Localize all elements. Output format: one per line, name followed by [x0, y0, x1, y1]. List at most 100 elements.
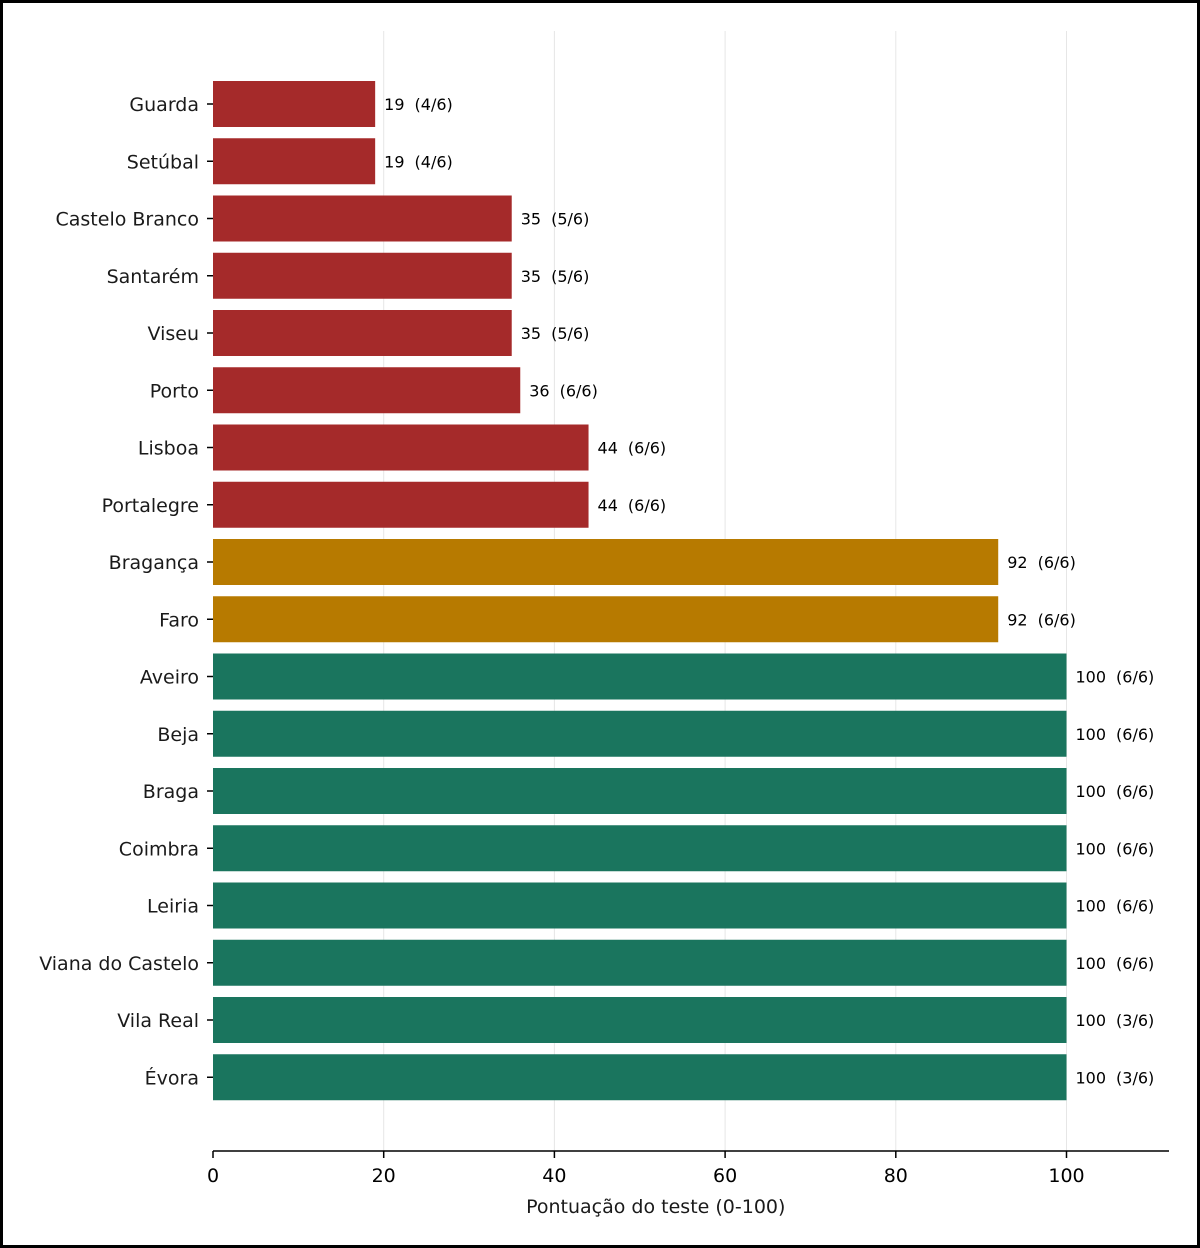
category-label: Évora: [145, 1066, 199, 1089]
data-label: 100 (3/6): [1076, 1068, 1155, 1087]
x-axis-title: Pontuação do teste (0-100): [526, 1196, 785, 1218]
x-tick-label: 20: [372, 1165, 396, 1187]
category-label: Coimbra: [119, 838, 199, 860]
data-label-annotation: (6/6): [1116, 954, 1154, 973]
bar: [213, 539, 999, 585]
category-label: Braga: [143, 781, 199, 803]
bar: [213, 481, 589, 528]
x-tick-label: 100: [1048, 1165, 1084, 1187]
x-tick-label: 40: [542, 1165, 566, 1187]
bar: [213, 882, 1067, 929]
data-label-value: 35: [521, 267, 541, 286]
data-label-value: 36: [529, 381, 549, 400]
data-label-value: 100: [1076, 782, 1107, 801]
x-tick-label: 60: [713, 1165, 737, 1187]
data-label-value: 100: [1076, 1068, 1107, 1087]
bars: [213, 81, 1067, 1101]
category-labels: Guarda Setúbal Castelo Branco Santarém Viseu…: [39, 94, 213, 1089]
data-label-annotation: (3/6): [1116, 1068, 1154, 1087]
data-label: 35 (5/6): [521, 324, 590, 343]
bar: [213, 424, 589, 471]
data-label-annotation: (6/6): [1116, 782, 1154, 801]
data-label-value: 100: [1076, 839, 1107, 858]
category-label: Portalegre: [102, 495, 199, 517]
data-label: 100 (6/6): [1076, 839, 1155, 858]
data-label-value: 19: [384, 95, 404, 114]
category-label: Bragança: [109, 552, 199, 574]
bar: [213, 252, 512, 299]
data-label: 35 (5/6): [521, 267, 590, 286]
data-label-value: 19: [384, 152, 404, 171]
category-label: Faro: [159, 609, 199, 631]
data-label-value: 100: [1076, 725, 1107, 744]
data-label-annotation: (4/6): [415, 152, 453, 171]
data-label: 44 (6/6): [598, 439, 667, 458]
data-label-value: 100: [1076, 954, 1107, 973]
category-label: Lisboa: [138, 438, 199, 460]
data-label-value: 44: [598, 496, 618, 515]
data-label: 19 (4/6): [384, 95, 453, 114]
data-label: 19 (4/6): [384, 152, 453, 171]
bar: [213, 768, 1067, 814]
bar: [213, 939, 1067, 986]
x-axis: 0 20 40 60 80 100: [207, 1150, 1169, 1187]
data-label-annotation: (6/6): [1116, 897, 1154, 916]
category-label: Viseu: [148, 323, 200, 345]
data-label: 100 (6/6): [1076, 954, 1155, 973]
data-label-annotation: (6/6): [628, 439, 666, 458]
data-label-value: 100: [1076, 1011, 1107, 1030]
category-label: Porto: [150, 380, 199, 402]
value-labels: 19 (4/6) 19 (4/6) 35 (5/6) 35 (5/6) 35 (5/6) 36 (6/…: [384, 95, 1154, 1087]
bar: [213, 997, 1067, 1043]
category-label: Viana do Castelo: [39, 953, 199, 975]
data-label: 92 (6/6): [1007, 553, 1076, 572]
category-label: Leiria: [147, 896, 199, 918]
data-label-value: 100: [1076, 897, 1107, 916]
data-label-value: 44: [598, 439, 618, 458]
bar-chart: Guarda Setúbal Castelo Branco Santarém Viseu…: [39, 31, 1169, 1218]
data-label-annotation: (6/6): [1038, 610, 1076, 629]
category-label: Vila Real: [117, 1010, 199, 1032]
data-label: 92 (6/6): [1007, 610, 1076, 629]
data-label: 36 (6/6): [529, 381, 598, 400]
category-label: Beja: [157, 724, 199, 746]
category-label: Guarda: [129, 94, 199, 116]
category-label: Santarém: [107, 266, 199, 288]
data-label-value: 35: [521, 210, 541, 229]
data-label-value: 92: [1007, 610, 1027, 629]
data-label-annotation: (6/6): [560, 381, 598, 400]
data-label-value: 92: [1007, 553, 1027, 572]
bar: [213, 653, 1067, 700]
data-label: 100 (3/6): [1076, 1011, 1155, 1030]
category-label: Aveiro: [140, 667, 199, 689]
data-label-value: 35: [521, 324, 541, 343]
data-label: 100 (6/6): [1076, 782, 1155, 801]
x-tick-label: 0: [207, 1165, 219, 1187]
bar: [213, 195, 512, 242]
data-label-annotation: (5/6): [551, 267, 589, 286]
bar: [213, 310, 512, 356]
data-label-value: 100: [1076, 668, 1107, 687]
bar: [213, 825, 1067, 872]
bar: [213, 367, 521, 414]
bar: [213, 81, 376, 127]
bar: [213, 710, 1067, 757]
category-label: Setúbal: [127, 151, 199, 173]
bar: [213, 1054, 1067, 1101]
data-label-annotation: (6/6): [1116, 668, 1154, 687]
bar: [213, 138, 376, 185]
data-label: 44 (6/6): [598, 496, 667, 515]
data-label: 35 (5/6): [521, 210, 590, 229]
data-label-annotation: (6/6): [628, 496, 666, 515]
data-label-annotation: (6/6): [1038, 553, 1076, 572]
data-label-annotation: (5/6): [551, 324, 589, 343]
x-tick-label: 80: [884, 1165, 908, 1187]
data-label-annotation: (4/6): [415, 95, 453, 114]
data-label: 100 (6/6): [1076, 897, 1155, 916]
data-label-annotation: (5/6): [551, 210, 589, 229]
data-label-annotation: (6/6): [1116, 839, 1154, 858]
data-label-annotation: (3/6): [1116, 1011, 1154, 1030]
data-label: 100 (6/6): [1076, 668, 1155, 687]
bar: [213, 596, 999, 643]
